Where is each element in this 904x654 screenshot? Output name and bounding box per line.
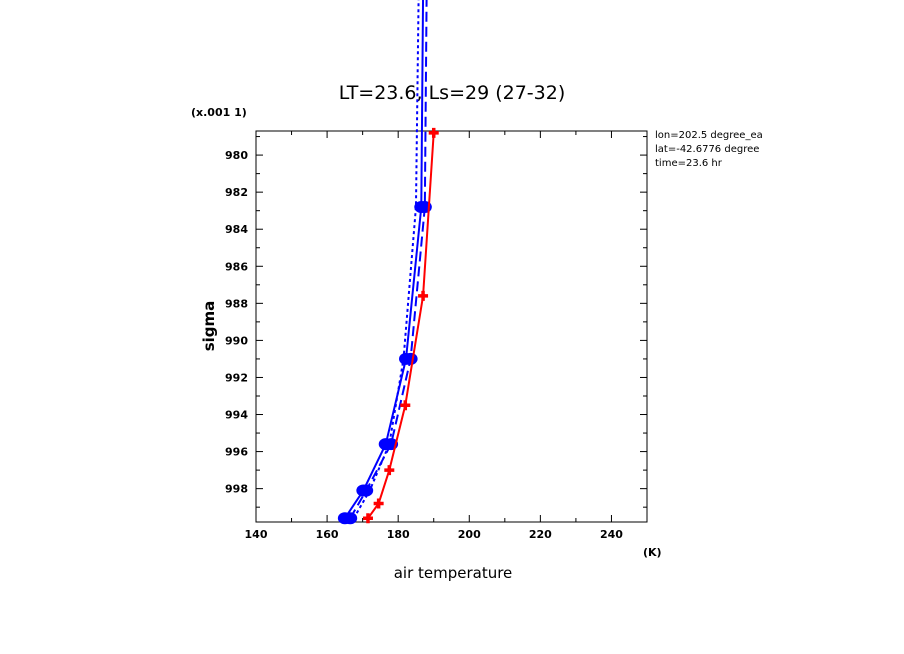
plot-area: 140 160 180 200 220 240 980 982 984 986 988 990 992 9… [225,0,648,541]
series-3-point-5 [428,127,439,138]
y-tick-label-984: 984 [225,223,248,236]
y-tick-label-982: 982 [225,186,248,199]
series-1-point-0 [343,512,358,525]
x-tick-label-140: 140 [245,528,268,541]
x-tick-label-180: 180 [387,528,410,541]
series-3 [362,127,439,524]
x-tick-label-160: 160 [316,528,339,541]
plot-frame [255,130,648,523]
x-tick-label-220: 220 [529,528,552,541]
y-tick-label-992: 992 [225,371,248,384]
y-tick-label-998: 998 [225,483,248,496]
y-axis-label: sigma [200,301,218,352]
series-1-point-1 [359,484,374,497]
series-3-point-1 [373,498,384,509]
series-3-point-4 [418,290,429,301]
chart-title: LT=23.6, Ls=29 (27-32) [339,82,566,104]
annotation-lat: lat=-42.6776 degree [655,144,759,155]
series-1-point-3 [403,352,418,365]
series-0 [337,0,429,525]
series-3-point-3 [400,400,411,411]
x-axis-unit: (K) [643,546,662,559]
series-line-2 [352,0,420,519]
y-tick-label-986: 986 [225,260,248,273]
y-scale-label: (x.001 1) [191,106,247,119]
series-line-3 [367,132,435,519]
series-1 [343,0,432,525]
series-3-point-0 [362,513,373,524]
y-tick-label-990: 990 [225,334,248,347]
x-axis-label: air temperature [394,564,513,582]
x-tick-label-240: 240 [600,528,623,541]
y-tick-label-994: 994 [225,409,248,422]
x-tick-label-200: 200 [458,528,481,541]
series-line-1 [349,0,428,519]
series-3-point-2 [384,465,395,476]
annotation-lon: lon=202.5 degree_ea [655,130,763,141]
y-tick-label-980: 980 [225,149,248,162]
series-2 [352,0,420,519]
y-tick-label-996: 996 [225,446,248,459]
annotation-time: time=23.6 hr [655,158,723,169]
y-tick-label-988: 988 [225,297,248,310]
